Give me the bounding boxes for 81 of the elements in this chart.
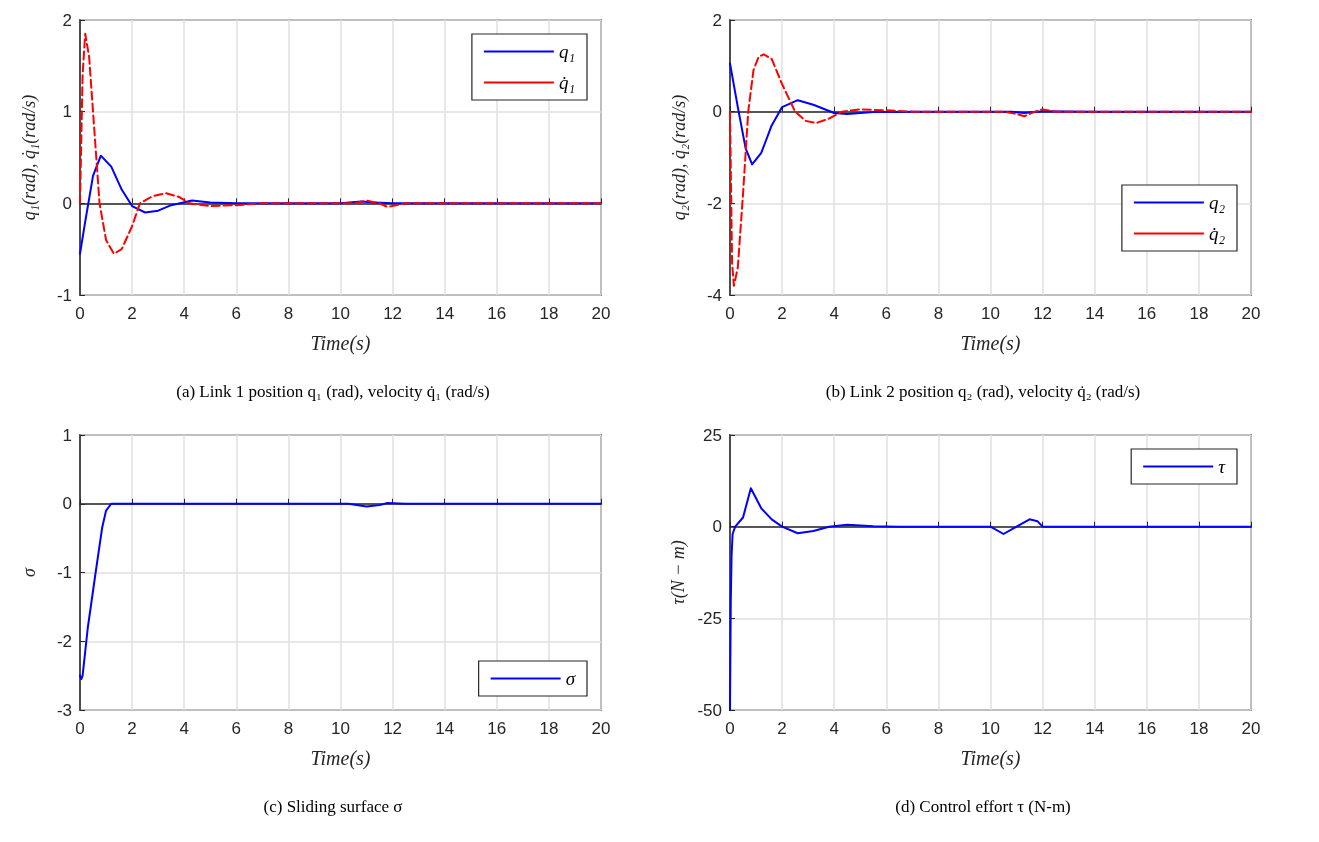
x-axis-title: Time(s) xyxy=(960,747,1021,770)
x-tick-label: 4 xyxy=(179,719,189,738)
x-tick-label: 20 xyxy=(1241,304,1261,323)
x-tick-label: 20 xyxy=(591,719,611,738)
text: (d) Control effort τ (N-m) xyxy=(895,797,1071,816)
x-tick-label: 0 xyxy=(725,304,735,323)
x-tick-label: 12 xyxy=(383,304,403,323)
y-axis-title: σ xyxy=(19,566,39,577)
x-tick-label: 14 xyxy=(435,719,455,738)
y-tick-label: -2 xyxy=(56,631,72,651)
x-tick-label: 8 xyxy=(283,304,294,323)
x-tick-label: 4 xyxy=(829,719,839,738)
x-tick-label: 10 xyxy=(981,304,1000,323)
y-tick-label: -1 xyxy=(56,563,72,582)
y-tick-label: 0 xyxy=(62,193,72,213)
x-tick-label: 16 xyxy=(487,304,507,323)
x-tick-label: 2 xyxy=(127,719,137,738)
x-tick-label: 6 xyxy=(881,719,892,738)
y-tick-label: 1 xyxy=(62,425,72,445)
y-tick-label: 0 xyxy=(712,517,722,537)
x-tick-label: 12 xyxy=(1033,719,1053,738)
text: (b) Link 2 position q₂ (rad), velocity q̇₂ (rad/s) xyxy=(825,382,1141,401)
x-tick-label: 2 xyxy=(127,304,137,323)
y-tick-label: 2 xyxy=(62,10,72,30)
x-tick-label: 10 xyxy=(331,304,350,323)
legend-label: q₂ xyxy=(1208,192,1226,213)
x-tick-label: 12 xyxy=(1033,304,1053,323)
y-tick-label: -25 xyxy=(697,608,722,628)
legend-label: σ xyxy=(565,668,576,689)
x-tick-label: 18 xyxy=(1189,304,1209,323)
text: (a) Link 1 position q₁ (rad), velocity q̇₁ (rad/s) xyxy=(176,382,490,401)
x-tick-label: 14 xyxy=(1085,304,1105,323)
x-tick-label: 10 xyxy=(331,719,350,738)
y-tick-label: -2 xyxy=(706,193,722,213)
x-axis-title: Time(s) xyxy=(960,332,1021,355)
x-axis-title: Time(s) xyxy=(310,747,371,770)
y-tick-label: -1 xyxy=(56,285,72,305)
legend-label: q̇₁ xyxy=(558,72,575,93)
x-tick-label: 16 xyxy=(1137,304,1157,323)
x-tick-label: 0 xyxy=(725,719,735,738)
y-tick-label: 1 xyxy=(62,102,72,122)
x-tick-label: 8 xyxy=(933,304,944,323)
y-tick-label: -4 xyxy=(706,285,722,305)
y-axis-title: q₁(rad), q̇₁(rad/s) xyxy=(19,94,40,221)
x-tick-label: 10 xyxy=(981,719,1000,738)
x-tick-label: 12 xyxy=(383,719,403,738)
x-tick-label: 4 xyxy=(179,304,189,323)
x-tick-label: 20 xyxy=(1241,719,1261,738)
x-tick-label: 2 xyxy=(777,719,787,738)
y-tick-label: 0 xyxy=(712,102,722,122)
x-tick-label: 14 xyxy=(1085,719,1105,738)
x-tick-label: 6 xyxy=(881,304,892,323)
x-tick-label: 8 xyxy=(283,719,294,738)
text: (c) Sliding surface σ xyxy=(263,797,403,816)
x-tick-label: 8 xyxy=(933,719,944,738)
x-tick-label: 6 xyxy=(231,304,242,323)
x-axis-title: Time(s) xyxy=(310,332,371,355)
x-tick-label: 18 xyxy=(539,304,559,323)
x-tick-label: 14 xyxy=(435,304,455,323)
x-tick-label: 16 xyxy=(487,719,507,738)
x-tick-label: 0 xyxy=(75,719,85,738)
y-tick-label: -3 xyxy=(56,700,72,720)
y-tick-label: 0 xyxy=(62,494,72,514)
legend-label: τ xyxy=(1218,456,1227,477)
x-tick-label: 4 xyxy=(829,304,839,323)
y-axis-title: τ(N − m) xyxy=(667,540,689,605)
x-tick-label: 18 xyxy=(1189,719,1209,738)
x-tick-label: 6 xyxy=(231,719,242,738)
x-tick-label: 0 xyxy=(75,304,85,323)
y-tick-label: -50 xyxy=(697,700,722,720)
line-series xyxy=(729,53,1252,287)
x-tick-label: 18 xyxy=(539,719,559,738)
y-axis-title: q₂(rad), q̇₂(rad/s) xyxy=(669,94,690,221)
y-tick-label: 2 xyxy=(712,10,722,30)
x-tick-label: 20 xyxy=(591,304,611,323)
x-tick-label: 16 xyxy=(1137,719,1157,738)
legend-label: q₁ xyxy=(558,41,575,62)
legend-label: q̇₂ xyxy=(1208,223,1226,244)
line-series xyxy=(79,32,602,255)
x-tick-label: 2 xyxy=(777,304,787,323)
y-tick-label: 25 xyxy=(703,425,722,445)
